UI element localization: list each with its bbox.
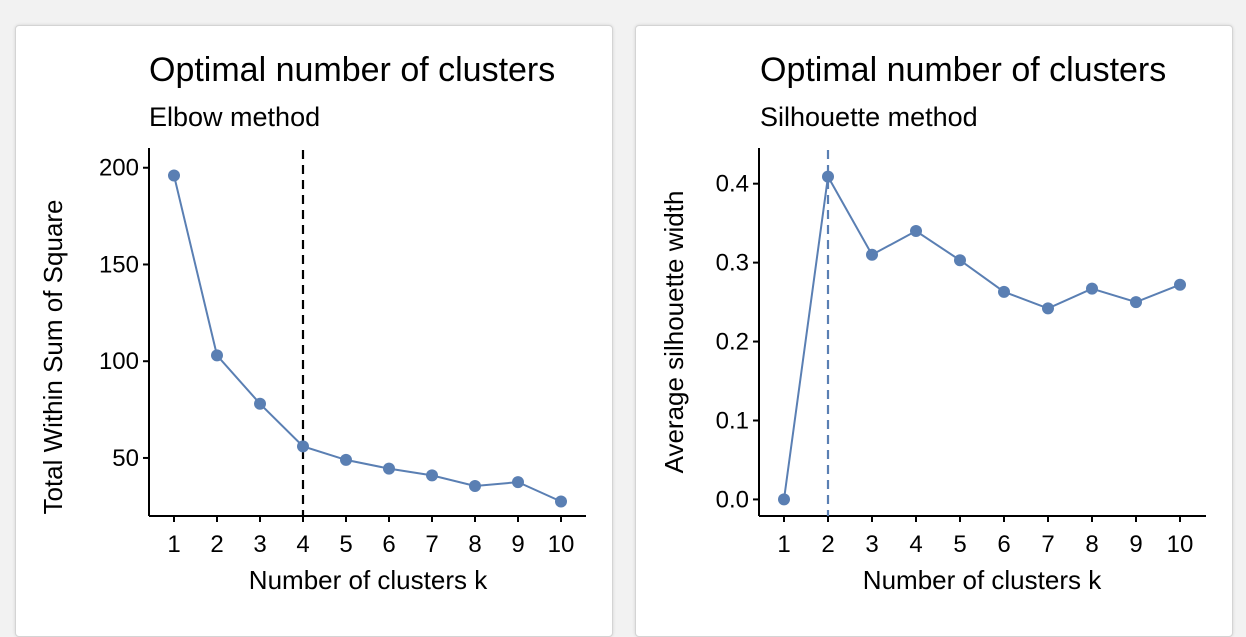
data-point [512,476,524,489]
elbow-chart: Optimal number of clusters Elbow method … [38,51,586,595]
x-tick-label: 4 [909,531,922,558]
data-point [168,169,180,182]
data-point [469,480,481,493]
silhouette-chart: Optimal number of clusters Silhouette me… [659,51,1206,595]
data-point [340,453,352,466]
x-tick-label: 7 [425,531,438,558]
y-tick-label: 50 [112,445,139,472]
data-point [1042,302,1054,315]
data-point [778,493,790,506]
y-tick-label: 0.1 [716,407,749,434]
data-point [910,225,922,238]
x-tick-label: 4 [296,531,309,558]
data-point [1174,278,1186,291]
x-axis-label: Number of clusters k [249,565,488,595]
elbow-chart-panel: Optimal number of clusters Elbow method … [15,25,613,637]
x-tick-label: 10 [548,531,575,558]
x-tick-label: 2 [821,531,834,558]
chart-subtitle: Elbow method [149,102,320,132]
x-tick-label: 2 [210,531,223,558]
chart-title: Optimal number of clusters [149,51,555,89]
data-point [254,397,266,410]
series-line [173,175,562,503]
y-axis-label: Total Within Sum of Square [38,199,68,514]
y-tick-label: 100 [99,348,139,375]
chart-subtitle: Silhouette method [760,102,978,132]
x-tick-label: 7 [1041,531,1054,558]
silhouette-chart-panel: Optimal number of clusters Silhouette me… [635,25,1233,637]
data-point [383,462,395,475]
y-tick-label: 0.3 [716,250,749,277]
data-point [1130,296,1142,309]
data-point [211,349,223,362]
data-point [297,440,309,453]
data-point [822,170,834,183]
x-tick-label: 5 [953,531,966,558]
x-tick-label: 9 [511,531,524,558]
x-tick-label: 6 [997,531,1010,558]
data-point [1086,282,1098,295]
data-point [866,248,878,261]
y-tick-label: 200 [99,155,139,182]
x-tick-label: 5 [339,531,352,558]
x-tick-label: 1 [167,531,180,558]
elbow-plot-area: 50 100 150 200 1 2 3 4 5 6 7 8 9 10 [99,148,586,558]
series-line [783,173,1181,500]
silhouette-plot-area: 0.0 0.1 0.2 0.3 0.4 1 2 3 4 5 6 7 8 9 10 [716,148,1206,558]
x-axis-label: Number of clusters k [863,565,1102,595]
data-point [998,285,1010,298]
x-tick-label: 6 [382,531,395,558]
x-tick-label: 8 [468,531,481,558]
x-tick-label: 3 [253,531,266,558]
x-tick-label: 10 [1167,531,1194,558]
x-tick-label: 8 [1085,531,1098,558]
y-axis-label: Average silhouette width [659,191,689,474]
chart-title: Optimal number of clusters [760,51,1166,89]
data-point [426,469,438,482]
x-tick-label: 3 [865,531,878,558]
y-tick-label: 0.2 [716,329,749,356]
y-tick-label: 150 [99,251,139,278]
x-tick-label: 9 [1129,531,1142,558]
y-tick-label: 0.0 [716,486,749,513]
x-tick-label: 1 [777,531,790,558]
data-point [954,254,966,267]
data-point [555,495,567,508]
y-tick-label: 0.4 [716,171,749,198]
